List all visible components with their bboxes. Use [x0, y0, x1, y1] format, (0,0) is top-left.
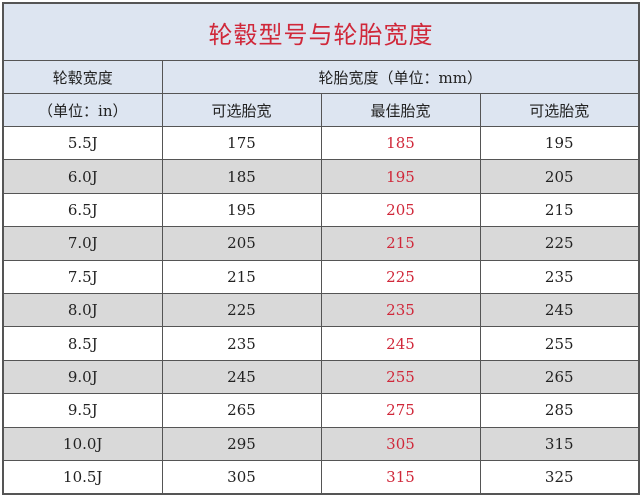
- optional-1-cell: 215: [161, 259, 322, 294]
- rim-cell: 7.5J: [2, 259, 163, 294]
- table-row: 8.5J 235 245 255: [2, 326, 640, 361]
- optional-2-cell: 245: [479, 292, 640, 328]
- header-rim-width: 轮毂宽度: [2, 60, 163, 94]
- best-cell: 305: [320, 426, 481, 461]
- rim-cell: 10.0J: [2, 426, 163, 461]
- optional-2-cell: 205: [479, 159, 640, 194]
- rim-cell: 8.0J: [2, 292, 163, 328]
- best-cell: 235: [320, 292, 481, 328]
- best-cell: 315: [320, 459, 481, 495]
- rim-cell: 5.5J: [2, 125, 163, 161]
- header-rim-unit: （单位：in）: [2, 93, 163, 127]
- optional-1-cell: 235: [161, 326, 322, 361]
- table-row: 6.5J 195 205 215: [2, 192, 640, 228]
- table-body: 5.5J 175 185 195 6.0J 185 195 205 6.5J 195 205 215 7…: [2, 125, 640, 495]
- header-tire-width: 轮胎宽度（单位：mm）: [161, 60, 640, 94]
- table-row: 9.0J 245 255 265: [2, 359, 640, 395]
- optional-1-cell: 245: [161, 359, 322, 395]
- rim-cell: 10.5J: [2, 459, 163, 495]
- rim-cell: 9.0J: [2, 359, 163, 395]
- table-row: 5.5J 175 185 195: [2, 125, 640, 161]
- rim-cell: 6.5J: [2, 192, 163, 228]
- rim-cell: 6.0J: [2, 159, 163, 194]
- best-cell: 255: [320, 359, 481, 395]
- best-cell: 185: [320, 125, 481, 161]
- optional-1-cell: 205: [161, 226, 322, 261]
- optional-1-cell: 185: [161, 159, 322, 194]
- best-cell: 225: [320, 259, 481, 294]
- optional-1-cell: 265: [161, 393, 322, 428]
- best-cell: 195: [320, 159, 481, 194]
- rim-cell: 9.5J: [2, 393, 163, 428]
- optional-2-cell: 315: [479, 426, 640, 461]
- table-row: 6.0J 185 195 205: [2, 159, 640, 194]
- optional-2-cell: 255: [479, 326, 640, 361]
- table-row: 7.0J 205 215 225: [2, 226, 640, 261]
- table-row: 8.0J 225 235 245: [2, 292, 640, 328]
- optional-1-cell: 195: [161, 192, 322, 228]
- header-best: 最佳胎宽: [320, 93, 481, 127]
- best-cell: 245: [320, 326, 481, 361]
- rim-cell: 8.5J: [2, 326, 163, 361]
- table-row: 10.5J 305 315 325: [2, 459, 640, 495]
- best-cell: 215: [320, 226, 481, 261]
- optional-2-cell: 285: [479, 393, 640, 428]
- optional-1-cell: 175: [161, 125, 322, 161]
- optional-2-cell: 265: [479, 359, 640, 395]
- optional-1-cell: 305: [161, 459, 322, 495]
- optional-1-cell: 225: [161, 292, 322, 328]
- optional-2-cell: 235: [479, 259, 640, 294]
- rim-cell: 7.0J: [2, 226, 163, 261]
- optional-2-cell: 215: [479, 192, 640, 228]
- table-row: 10.0J 295 305 315: [2, 426, 640, 461]
- optional-1-cell: 295: [161, 426, 322, 461]
- optional-2-cell: 225: [479, 226, 640, 261]
- optional-2-cell: 195: [479, 125, 640, 161]
- header-optional-2: 可选胎宽: [479, 93, 640, 127]
- best-cell: 275: [320, 393, 481, 428]
- optional-2-cell: 325: [479, 459, 640, 495]
- best-cell: 205: [320, 192, 481, 228]
- table-row: 9.5J 265 275 285: [2, 393, 640, 428]
- header-optional-1: 可选胎宽: [161, 93, 322, 127]
- table-title: 轮毂型号与轮胎宽度: [2, 2, 640, 61]
- table-row: 7.5J 215 225 235: [2, 259, 640, 294]
